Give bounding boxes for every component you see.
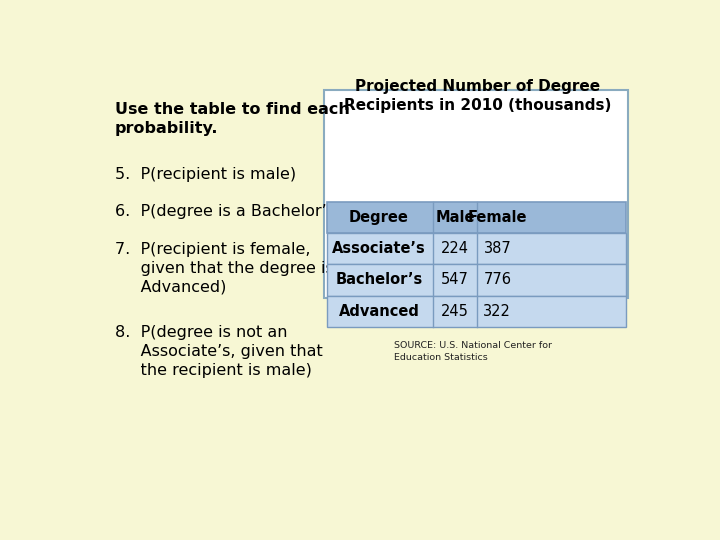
Text: Advanced: Advanced (338, 303, 420, 319)
Text: 245: 245 (441, 303, 469, 319)
Bar (327, 233, 626, 265)
Text: 8.  P(degree is not an
     Associate’s, given that
     the recipient is male): 8. P(degree is not an Associate’s, given… (115, 325, 323, 378)
Text: Associate’s: Associate’s (332, 241, 426, 256)
Text: Projected Number of Degree
Recipients in 2010 (thousands): Projected Number of Degree Recipients in… (344, 79, 611, 113)
Text: 224: 224 (441, 241, 469, 256)
Text: Degree: Degree (349, 210, 409, 225)
Bar (327, 202, 626, 233)
Bar (327, 265, 626, 295)
Text: 776: 776 (483, 273, 511, 287)
Text: Male: Male (435, 210, 474, 225)
Bar (324, 90, 629, 298)
Text: 5.  P(recipient is male): 5. P(recipient is male) (115, 167, 296, 181)
Text: 387: 387 (483, 241, 511, 256)
Text: Bachelor’s: Bachelor’s (336, 273, 423, 287)
Text: 7.  P(recipient is female,
     given that the degree is
     Advanced): 7. P(recipient is female, given that the… (115, 241, 334, 295)
Text: 6.  P(degree is a Bachelor’s): 6. P(degree is a Bachelor’s) (115, 204, 341, 219)
Text: 547: 547 (441, 273, 469, 287)
Bar (327, 295, 626, 327)
Text: SOURCE: U.S. National Center for
Education Statistics: SOURCE: U.S. National Center for Educati… (394, 341, 552, 362)
Text: Female: Female (467, 210, 527, 225)
Text: Use the table to find each
probability.: Use the table to find each probability. (115, 102, 350, 137)
Text: 322: 322 (483, 303, 511, 319)
